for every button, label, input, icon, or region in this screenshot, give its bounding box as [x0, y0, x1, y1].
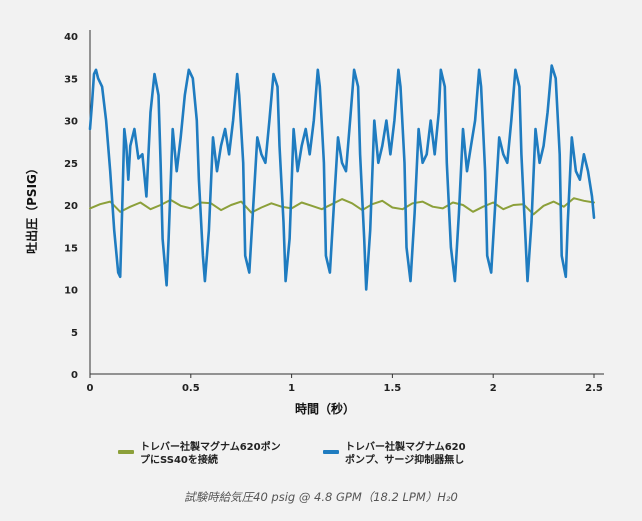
x-tick-label: 0.5 [182, 383, 200, 394]
y-tick-label: 30 [64, 117, 78, 128]
legend-item-blue: トレバー社製マグナム620 ポンプ、サージ抑制器無し [323, 441, 466, 467]
legend-label-green: トレバー社製マグナム620ポン プにSS40を接続 [140, 442, 281, 466]
legend-label-blue: トレバー社製マグナム620 ポンプ、サージ抑制器無し [345, 442, 466, 466]
x-axis-title: 時間（秒） [295, 401, 355, 416]
x-tick-label: 1.5 [384, 383, 402, 394]
legend: トレバー社製マグナム620ポン プにSS40を接続 トレバー社製マグナム620 … [118, 441, 578, 475]
x-tick-label: 2 [490, 383, 497, 394]
legend-item-green: トレバー社製マグナム620ポン プにSS40を接続 [118, 441, 281, 467]
y-tick-label: 10 [64, 286, 78, 297]
y-tick-label: 0 [71, 370, 78, 381]
legend-swatch-green [118, 450, 134, 454]
legend-swatch-blue [323, 450, 339, 454]
axis-ticks: 0 5 10 15 20 25 30 35 40 0 0.5 1 1.5 2 2.5 [64, 32, 603, 394]
series-line-no-suppressor [88, 64, 596, 291]
y-tick-label: 35 [64, 74, 78, 85]
y-tick-label: 40 [64, 32, 78, 43]
x-tick-label: 1 [288, 383, 295, 394]
x-tick-label: 2.5 [585, 383, 603, 394]
y-tick-label: 20 [64, 201, 78, 212]
series-line-ss40 [89, 197, 595, 216]
y-tick-label: 5 [71, 328, 78, 339]
plot-series [88, 64, 596, 291]
test-condition-caption: 試験時給気圧40 psig @ 4.8 GPM（18.2 LPM）H₂0 [184, 490, 458, 504]
y-tick-label: 15 [64, 243, 78, 254]
y-tick-label: 25 [64, 159, 78, 170]
x-tick-label: 0 [87, 383, 94, 394]
y-axis-title: 吐出圧（PSIG） [24, 162, 39, 254]
